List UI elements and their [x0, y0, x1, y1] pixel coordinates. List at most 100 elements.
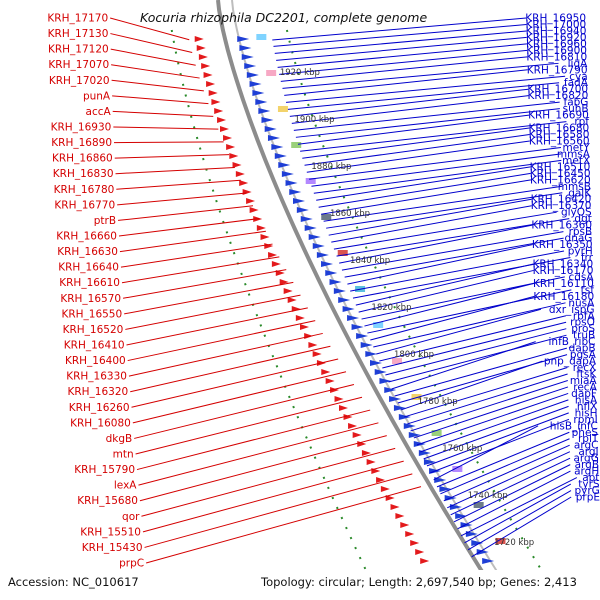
left-gene-label: KRH_16570 [60, 293, 121, 305]
right-gene-label: rpsO [570, 317, 595, 329]
reverse-gene-arrow [351, 324, 364, 330]
forward-gene-arrow [279, 279, 289, 285]
reverse-gene-arrow [329, 279, 342, 285]
forward-gene-arrow [415, 549, 425, 555]
right-leader-line [287, 82, 560, 110]
left-gene-label: KRH_16930 [51, 122, 112, 134]
right-leader-line [464, 483, 572, 544]
forward-gene-arrow [283, 288, 293, 294]
gene-feature-block [305, 178, 316, 184]
forward-gene-arrow [196, 45, 206, 51]
forward-gene-arrow [348, 423, 358, 429]
left-gene-label: KRH_16780 [54, 184, 115, 196]
kbp-scale-layer: 1920 kbp 1900 kbp 1880 kbp 1860 kbp 1840 kbp… [280, 68, 534, 548]
reverse-gene-arrow [465, 531, 478, 537]
right-gene-label: dapF [571, 388, 597, 400]
forward-gene-arrow [380, 486, 390, 492]
right-gene-label: KRH_16350 [532, 239, 593, 251]
left-leader-line [114, 141, 224, 144]
right-leader-line [355, 263, 534, 306]
right-leader-line [416, 392, 569, 446]
right-leader-line [352, 257, 571, 299]
forward-gene-arrow [194, 36, 204, 42]
kbp-tick-label: 1840 kbp [350, 256, 390, 266]
reverse-gene-arrow [239, 45, 252, 51]
right-gene-label: KRH_16180 [533, 291, 594, 303]
gene-feature-block [473, 502, 484, 508]
left-leader-line [132, 371, 347, 424]
reverse-gene-arrow [308, 234, 321, 240]
reverse-gene-arrow [374, 369, 387, 375]
right-gene-label: KRH_16420 [531, 194, 592, 206]
forward-gene-arrow [201, 63, 211, 69]
forward-gene-arrow [390, 504, 400, 510]
kbp-tick-label: 1900 kbp [295, 115, 335, 125]
forward-gene-arrow [376, 477, 386, 483]
right-leader-line [358, 269, 534, 313]
forward-gene-arrow [211, 99, 221, 105]
left-gene-label: KRH_16860 [52, 153, 113, 165]
right-leader-line [420, 399, 569, 453]
right-leader-line [341, 231, 564, 271]
right-leader-line [282, 62, 559, 89]
right-gene-label: hisH [575, 407, 598, 419]
right-gene-label: argB [575, 459, 599, 471]
kbp-tick-label: 1780 kbp [418, 397, 458, 407]
leader-line-layer [110, 17, 578, 564]
forward-gene-arrow [229, 153, 239, 159]
right-gene-label: pgsA [570, 349, 597, 361]
right-gene-label: KRH_16790 [527, 64, 588, 76]
left-leader-line [120, 243, 273, 268]
right-leader-line [450, 457, 571, 516]
right-leader-line [453, 464, 571, 523]
right-gene-label: KRH_16560 [529, 135, 590, 147]
left-gene-label: ptrB [94, 215, 116, 227]
reverse-gene-arrow [321, 261, 334, 267]
right-gene-label: galK [568, 187, 592, 199]
right-leader-line [331, 205, 532, 243]
reverse-gene-arrow [403, 423, 416, 429]
left-gene-label: KRH_15510 [80, 526, 141, 538]
reverse-gene-arrow [244, 63, 257, 69]
left-leader-line [127, 320, 316, 362]
right-gene-label: rpmI [573, 414, 597, 426]
gene-feature-block [373, 322, 384, 328]
reverse-gene-arrow [304, 225, 317, 231]
right-gene-label: dnaG [565, 233, 593, 245]
right-gene-label: KRH_16820 [528, 90, 589, 102]
forward-gene-arrow [366, 459, 376, 465]
reverse-gene-arrow [264, 126, 277, 132]
right-leader-line [309, 146, 562, 180]
reverse-gene-arrow [312, 243, 325, 249]
reverse-gene-arrow [252, 90, 265, 96]
left-leader-line [144, 473, 413, 548]
reverse-gene-arrow [384, 387, 397, 393]
right-leader-line [410, 380, 568, 432]
forward-gene-arrow [242, 189, 252, 195]
right-leader-line [382, 321, 567, 369]
right-leader-line [447, 451, 571, 509]
right-gene-label: KRH_16700 [527, 84, 588, 96]
forward-gene-arrow [239, 180, 249, 186]
left-leader-line [122, 269, 287, 299]
right-leader-line [279, 49, 528, 75]
gene-feature-block [266, 70, 277, 76]
forward-gene-arrow [400, 522, 410, 528]
right-gene-label: dapB [569, 343, 596, 355]
reverse-gene-arrow [241, 54, 254, 60]
gene-feature-block [256, 34, 267, 40]
forward-gene-arrow [226, 144, 236, 150]
left-leader-line [111, 79, 204, 92]
reverse-gene-arrow [261, 117, 274, 123]
right-leader-line [274, 30, 527, 54]
reverse-gene-arrow [482, 558, 495, 564]
gene-feature-block [277, 106, 288, 112]
left-gene-label: KRH_16890 [51, 137, 112, 149]
forward-gene-arrow [287, 297, 297, 303]
right-gene-label: fadA [564, 77, 589, 89]
forward-gene-arrow [361, 450, 371, 456]
right-gene-label: pheS [572, 427, 599, 439]
forward-gene-arrow [395, 513, 405, 519]
right-leader-line [328, 198, 532, 236]
forward-gene-arrow [220, 126, 230, 132]
